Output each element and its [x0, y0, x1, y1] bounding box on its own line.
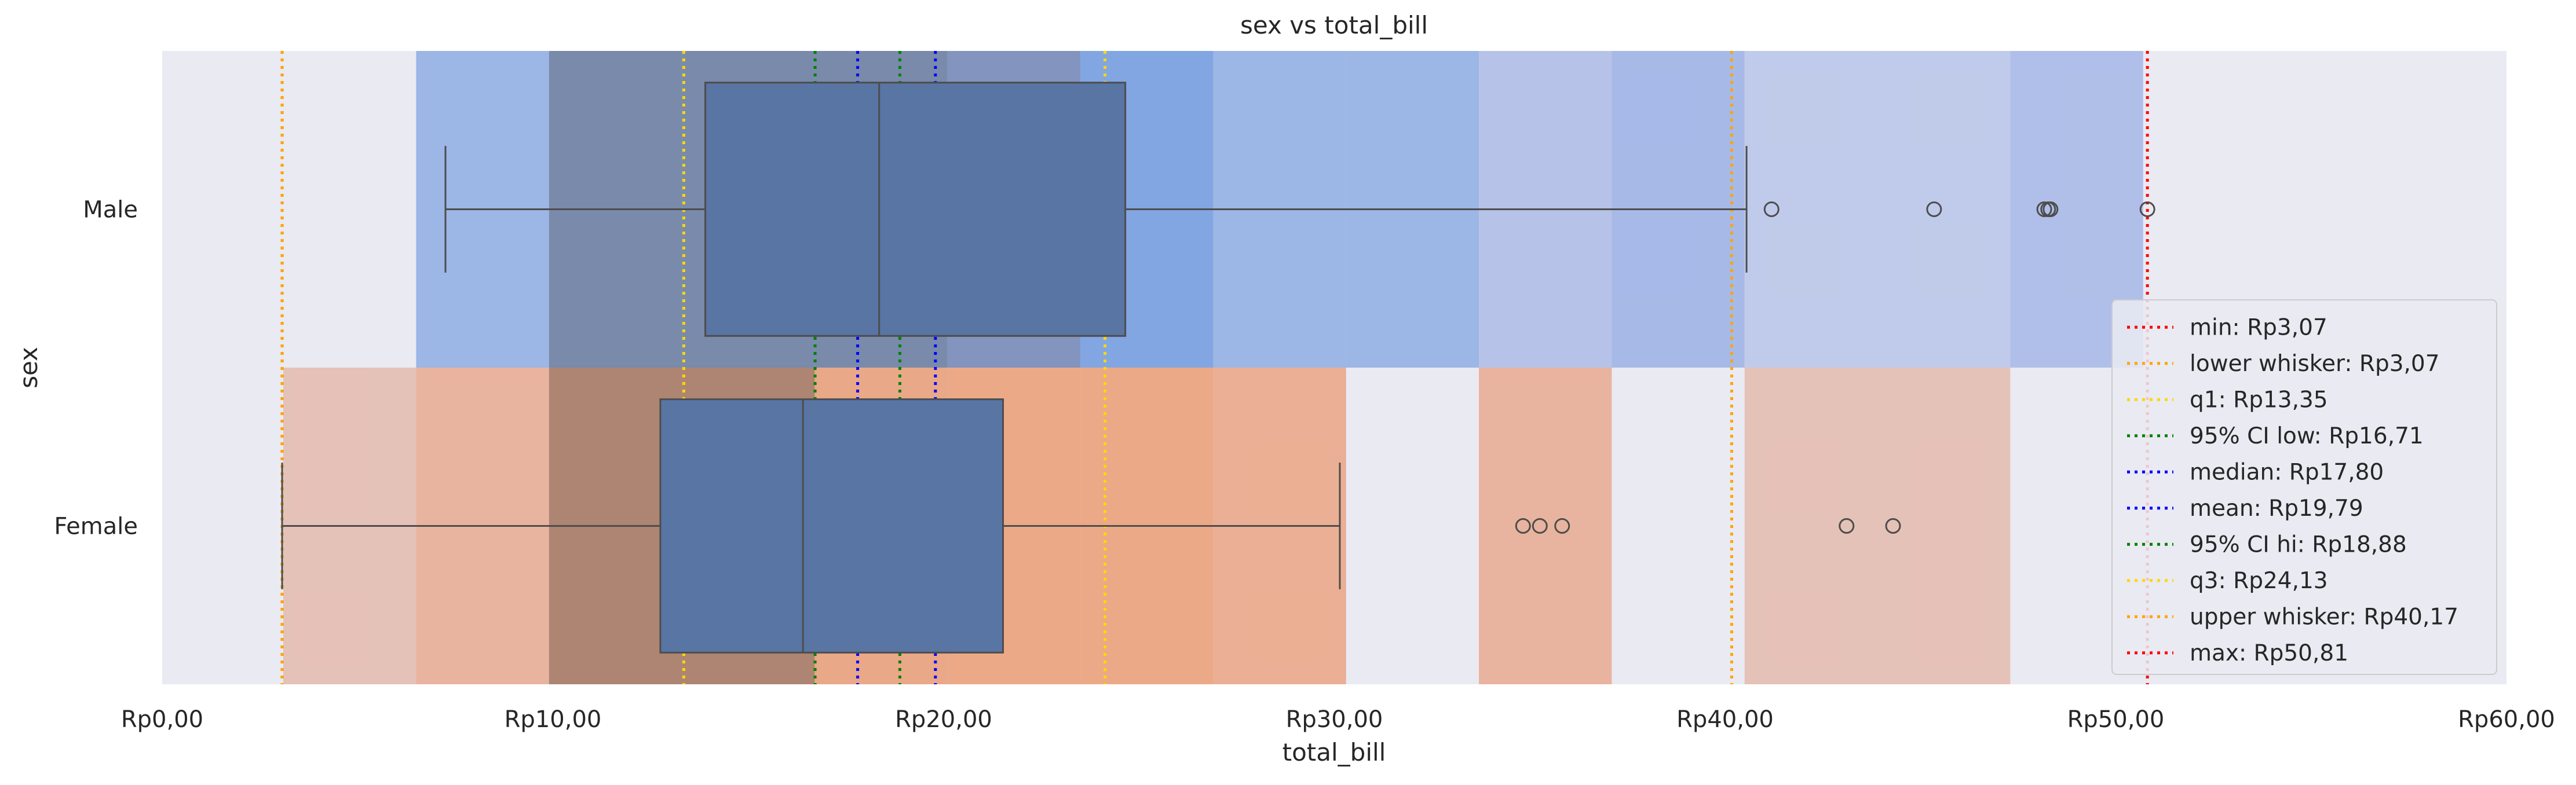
outlier-point	[1532, 518, 1548, 534]
legend-entry: 95% CI hi: Rp18,88	[2190, 531, 2407, 557]
box-male	[444, 82, 2155, 337]
outlier-point	[1839, 518, 1855, 534]
legend-entry: q1: Rp13,35	[2190, 387, 2328, 413]
x-tick-label: Rp40,00	[1676, 706, 1774, 733]
legend-entry: min: Rp3,07	[2190, 314, 2327, 340]
iqr-box	[704, 82, 1127, 337]
background-bands	[283, 51, 2143, 684]
legend-entry: max: Rp50,81	[2190, 640, 2348, 666]
outlier-point	[1554, 518, 1570, 534]
iqr-box	[659, 398, 1004, 654]
outlier-point	[2036, 201, 2052, 217]
y-tick-label: Female	[54, 513, 138, 540]
outlier-point	[2139, 201, 2155, 217]
x-tick-label: Rp60,00	[2458, 706, 2555, 733]
legend-entry: 95% CI low: Rp16,71	[2190, 423, 2424, 449]
outlier-point	[1763, 201, 1780, 217]
boxes	[281, 82, 2155, 654]
legend-entry: mean: Rp19,79	[2190, 496, 2363, 522]
background-band	[1877, 51, 2011, 368]
chart-title: sex vs total_bill	[1240, 11, 1428, 39]
outlier-point	[1885, 518, 1901, 534]
x-axis-label: total_bill	[1282, 738, 1386, 766]
background-band	[1877, 368, 2011, 684]
y-axis-label: sex	[14, 347, 43, 388]
x-tick-label: Rp10,00	[505, 706, 602, 733]
x-tick-label: Rp30,00	[1286, 706, 1383, 733]
y-axis-ticks: Male Female	[54, 197, 138, 540]
outlier-point	[1515, 518, 1531, 534]
legend-frame	[2111, 299, 2497, 675]
legend-entry: upper whisker: Rp40,17	[2190, 604, 2458, 630]
x-tick-label: Rp50,00	[2067, 706, 2165, 733]
box-female	[281, 398, 1901, 654]
x-axis-ticks: Rp0,00 Rp10,00 Rp20,00 Rp30,00 Rp40,00 Rp50,0…	[121, 706, 2555, 733]
background-band	[1744, 51, 1878, 368]
legend-entry: median: Rp17,80	[2190, 459, 2384, 485]
background-band	[1744, 368, 1878, 684]
x-tick-label: Rp20,00	[895, 706, 992, 733]
x-tick-label: Rp0,00	[121, 706, 203, 733]
y-tick-label: Male	[83, 197, 138, 223]
outlier-point	[2042, 201, 2059, 217]
legend-entry: q3: Rp24,13	[2190, 568, 2328, 594]
legend-entry: lower whisker: Rp3,07	[2190, 351, 2440, 377]
outlier-point	[1926, 201, 1942, 217]
background-band	[1479, 368, 1612, 684]
legend: min: Rp3,07 lower whisker: Rp3,07 q1: Rp13…	[2111, 299, 2497, 675]
